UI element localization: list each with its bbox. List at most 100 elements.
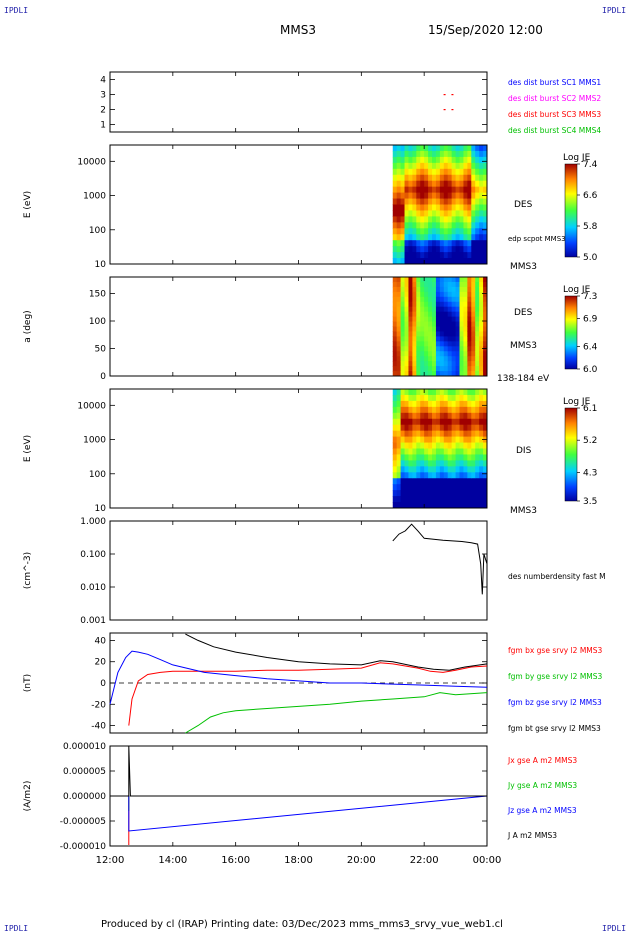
heatmap-cell <box>400 198 406 205</box>
heatmap-cell <box>392 291 398 298</box>
heatmap-cell <box>432 174 437 182</box>
heatmap-cell <box>416 150 421 158</box>
heatmap-cell <box>463 454 468 461</box>
heatmap-cell <box>439 204 445 211</box>
series-line <box>185 633 488 671</box>
heatmap-cell <box>447 281 453 288</box>
heatmap-cell <box>475 246 480 253</box>
heatmap-cell <box>435 316 441 323</box>
heatmap-cell <box>396 306 402 313</box>
heatmap-cell <box>479 168 484 176</box>
heatmap-cell <box>463 281 468 288</box>
heatmap-cell <box>467 406 472 414</box>
heatmap-cell <box>467 361 472 367</box>
heatmap-cell <box>428 502 433 509</box>
heatmap-cell <box>483 442 488 449</box>
heatmap-cell <box>435 204 441 211</box>
heatmap-cell <box>432 351 437 357</box>
heatmap-cell <box>416 145 421 152</box>
heatmap-cell <box>432 301 437 308</box>
heatmap-cell <box>400 442 406 449</box>
heatmap-cell <box>459 204 464 211</box>
heatmap-cell <box>479 301 484 308</box>
heatmap-cell <box>435 460 441 467</box>
heatmap-cell <box>428 316 433 323</box>
heatmap-cell <box>447 174 453 182</box>
heatmap-cell <box>447 186 453 194</box>
y-tick-label: 10 <box>95 260 107 270</box>
heatmap-cell <box>432 454 437 461</box>
heatmap-cell <box>428 174 433 182</box>
colorbar-tick-label: 5.0 <box>583 253 598 263</box>
heatmap-cell <box>396 301 402 308</box>
heatmap-cell <box>435 394 441 402</box>
heatmap-cell <box>463 301 468 308</box>
heatmap-cell <box>475 466 480 473</box>
heatmap-cell <box>435 484 441 491</box>
heatmap-cell <box>443 240 449 247</box>
heatmap-cell <box>455 412 461 420</box>
heatmap-cell <box>432 180 437 188</box>
heatmap-cell <box>392 198 398 205</box>
heatmap-cell <box>396 490 402 497</box>
heatmap-cell <box>479 341 484 347</box>
heatmap-cell <box>475 210 480 217</box>
heatmap-cell <box>455 389 461 396</box>
heatmap-cell <box>479 389 484 396</box>
heatmap-cell <box>428 150 433 158</box>
heatmap-cell <box>396 478 402 485</box>
heatmap-cell <box>404 394 409 402</box>
heatmap-cell <box>479 356 484 362</box>
heatmap-cell <box>408 346 413 352</box>
heatmap-cell <box>467 356 472 362</box>
heatmap-cell <box>435 228 441 235</box>
heatmap-cell <box>420 412 425 420</box>
heatmap-cell <box>467 204 472 211</box>
heatmap-cell <box>392 361 398 367</box>
heatmap-cell <box>396 371 402 377</box>
heatmap-cell <box>400 246 406 253</box>
heatmap-cell <box>420 442 425 449</box>
heatmap-cell <box>420 400 425 408</box>
heatmap-cell <box>463 331 468 337</box>
heatmap-cell <box>412 162 417 170</box>
heatmap-cell <box>424 502 429 509</box>
x-tick-label: 12:00 <box>96 855 125 866</box>
heatmap-cell <box>404 311 409 318</box>
heatmap-cell <box>424 286 429 293</box>
heatmap-cell <box>420 326 425 332</box>
heatmap-cell <box>479 478 484 485</box>
heatmap-cell <box>463 424 468 432</box>
heatmap-cell <box>447 366 453 372</box>
heatmap-cell <box>467 186 472 194</box>
heatmap-cell <box>463 490 468 497</box>
heatmap-cell <box>475 162 480 170</box>
heatmap-cell <box>447 436 453 444</box>
heatmap-cell <box>408 406 413 414</box>
heatmap-cell <box>392 436 398 444</box>
heatmap-cell <box>451 311 457 318</box>
heatmap-cell <box>483 400 488 408</box>
heatmap-cell <box>424 406 429 414</box>
heatmap-cell <box>396 228 402 235</box>
heatmap-cell <box>420 234 425 241</box>
heatmap-cell <box>400 356 406 362</box>
heatmap-cell <box>451 204 457 211</box>
heatmap-cell <box>451 366 457 372</box>
heatmap-cell <box>443 366 449 372</box>
heatmap-cell <box>424 204 429 211</box>
heatmap-cell <box>471 366 476 372</box>
heatmap-cell <box>412 281 417 288</box>
heatmap-cell <box>459 341 464 347</box>
heatmap-cell <box>428 156 433 164</box>
heatmap-cell <box>483 346 488 352</box>
heatmap-cell <box>479 210 484 217</box>
heatmap-cell <box>443 228 449 235</box>
heatmap-cell <box>416 306 421 313</box>
heatmap-cell <box>471 186 476 194</box>
heatmap-cell <box>396 412 402 420</box>
heatmap-cell <box>475 228 480 235</box>
heatmap-cell <box>416 424 421 432</box>
y-tick-label: 20 <box>95 658 107 668</box>
heatmap-cell <box>467 366 472 372</box>
